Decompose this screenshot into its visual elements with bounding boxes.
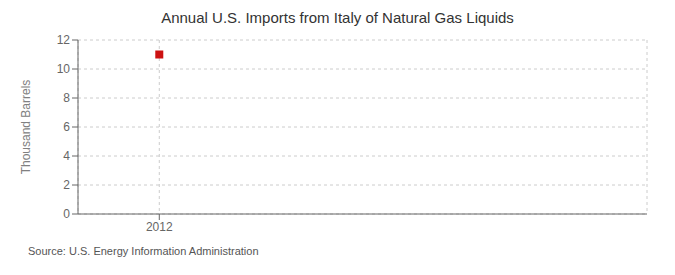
svg-text:4: 4	[63, 149, 70, 163]
svg-text:8: 8	[63, 91, 70, 105]
html-text:Source: U.S. Energy Informatio: Source: U.S. Energy Information Administ…	[28, 245, 259, 257]
svg-text:2012: 2012	[146, 220, 173, 234]
svg-text:10: 10	[57, 62, 71, 76]
html-text:Annual U.S. Imports from Italy: Annual U.S. Imports from Italy of Natura…	[161, 9, 514, 26]
svg-text:Thousand Barrels: Thousand Barrels	[19, 80, 33, 175]
svg-text:2: 2	[63, 178, 70, 192]
svg-text:12: 12	[57, 33, 71, 47]
svg-text:0: 0	[63, 207, 70, 221]
svg-text:6: 6	[63, 120, 70, 134]
